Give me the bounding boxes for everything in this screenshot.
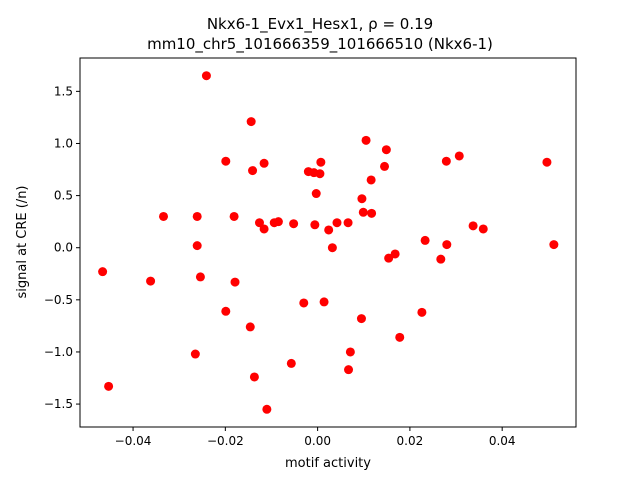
data-point	[324, 225, 334, 235]
data-point	[273, 217, 283, 227]
data-point	[195, 272, 205, 282]
data-point	[259, 158, 269, 168]
y-axis-ticks: −1.5 −1.0 −0.5 0.0 0.5 1.0 1.5	[44, 84, 80, 411]
data-point	[384, 253, 394, 263]
y-tick-label: −1.5	[44, 397, 73, 411]
y-tick-label: −0.5	[44, 293, 73, 307]
data-point	[366, 175, 376, 185]
chart-title-line2: mm10_chr5_101666359_101666510 (Nkx6-1)	[147, 35, 493, 54]
data-point	[201, 71, 211, 81]
data-point	[356, 314, 366, 324]
data-point	[390, 249, 400, 259]
data-point	[319, 297, 329, 307]
data-point	[229, 211, 239, 221]
y-tick-label: 0.0	[54, 241, 73, 255]
data-point	[221, 306, 231, 316]
data-point	[358, 207, 368, 217]
data-point	[315, 169, 325, 179]
data-point	[380, 161, 390, 171]
data-point	[468, 221, 478, 231]
x-tick-label: −0.04	[115, 434, 152, 448]
data-point	[441, 156, 451, 166]
x-tick-label: 0.04	[489, 434, 516, 448]
data-point	[381, 145, 391, 155]
data-point	[249, 372, 259, 382]
y-tick-label: 0.5	[54, 189, 73, 203]
chart-title-line1: Nkx6-1_Evx1_Hesx1, ρ = 0.19	[207, 15, 433, 34]
data-point	[367, 208, 377, 218]
data-point	[98, 267, 108, 277]
data-point	[289, 219, 299, 229]
data-point	[436, 254, 446, 264]
data-point	[146, 276, 156, 286]
data-point	[417, 307, 427, 317]
x-axis-label: motif activity	[285, 456, 371, 471]
data-point	[478, 224, 488, 234]
data-point	[311, 189, 321, 199]
data-point	[549, 240, 559, 250]
data-point	[192, 241, 202, 251]
data-point	[245, 322, 255, 332]
data-point	[230, 277, 240, 287]
data-point	[310, 220, 320, 230]
data-point	[192, 211, 202, 221]
y-tick-label: −1.0	[44, 345, 73, 359]
data-point	[259, 224, 269, 234]
y-tick-label: 1.5	[54, 84, 73, 98]
data-point	[316, 157, 326, 167]
data-point	[159, 211, 169, 221]
data-point	[345, 347, 355, 357]
data-point	[332, 218, 342, 228]
x-tick-label: 0.00	[304, 434, 331, 448]
data-point	[254, 218, 264, 228]
data-point	[395, 332, 405, 342]
data-point	[420, 235, 430, 245]
data-point	[299, 298, 309, 308]
data-point	[542, 157, 552, 167]
data-point	[221, 156, 231, 166]
data-point	[246, 117, 256, 127]
data-point	[327, 243, 337, 253]
data-point	[343, 218, 353, 228]
data-point	[357, 194, 367, 204]
axes-frame	[79, 57, 577, 428]
data-point	[454, 151, 464, 161]
data-point	[361, 135, 371, 145]
y-axis-label: signal at CRE (/n)	[15, 185, 30, 298]
data-point	[190, 349, 200, 359]
y-tick-label: 1.0	[54, 136, 73, 150]
data-point	[286, 358, 296, 368]
x-tick-label: 0.02	[397, 434, 424, 448]
data-point	[442, 240, 452, 250]
data-point	[104, 381, 114, 391]
x-tick-label: −0.02	[207, 434, 244, 448]
data-point	[344, 365, 354, 375]
data-point	[248, 166, 258, 176]
data-point	[262, 404, 272, 414]
data-points	[98, 71, 559, 414]
x-axis-ticks: −0.04 −0.02 0.00 0.02 0.04	[115, 427, 516, 448]
